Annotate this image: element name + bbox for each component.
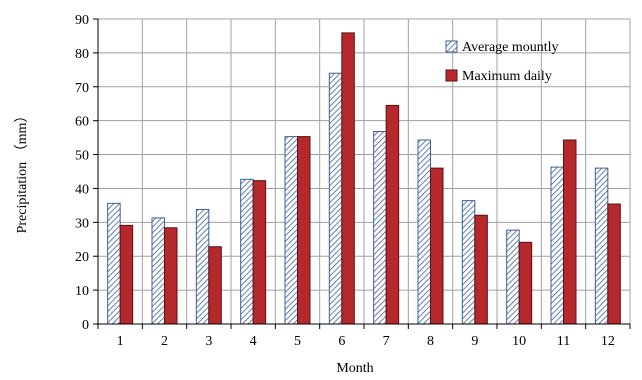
x-tick-label: 3: [205, 334, 212, 349]
bar-average-mountly: [195, 208, 210, 325]
x-tick-label: 2: [161, 334, 168, 349]
x-tick-label: 11: [557, 334, 570, 349]
bar-maximum-daily: [341, 32, 355, 325]
legend-label-maximum-daily: Maximum daily: [462, 69, 552, 84]
y-tick-label: 10: [75, 284, 89, 299]
x-tick-label: 6: [338, 334, 345, 349]
bar-average-mountly: [461, 200, 476, 325]
y-tick-label: 50: [75, 149, 89, 164]
legend-swatch-average-mountly: [445, 40, 458, 53]
bars: [107, 32, 621, 325]
y-tick-label: 70: [75, 81, 89, 96]
x-tick-label: 10: [512, 334, 526, 349]
axes: [93, 18, 631, 329]
bar-maximum-daily: [252, 180, 267, 325]
x-tick-label: 9: [471, 334, 478, 349]
bar-maximum-daily: [474, 214, 488, 325]
bar-average-mountly: [594, 167, 609, 325]
y-tick-label: 0: [82, 318, 89, 333]
bar-maximum-daily: [164, 227, 178, 325]
bar-maximum-daily: [297, 136, 311, 325]
bar-average-mountly: [328, 72, 343, 325]
bar-maximum-daily: [430, 167, 444, 325]
bar-maximum-daily: [208, 246, 222, 325]
y-tick-label: 90: [75, 13, 89, 28]
bar-average-mountly: [373, 131, 387, 325]
bar-average-mountly: [417, 139, 431, 325]
y-tick-label: 80: [75, 47, 89, 62]
x-tick-label: 1: [117, 334, 124, 349]
bar-maximum-daily: [385, 104, 400, 325]
x-axis-label: Month: [336, 361, 373, 376]
bar-average-mountly: [550, 166, 564, 325]
y-tick-label: 20: [75, 250, 89, 265]
y-tick-label: 40: [75, 182, 89, 197]
legend-swatch-maximum-daily: [445, 69, 458, 82]
bar-maximum-daily: [563, 139, 577, 325]
bar-average-mountly: [240, 178, 254, 325]
x-tick-label: 5: [294, 334, 301, 349]
bar-average-mountly: [107, 202, 121, 325]
grid-lines: [98, 18, 631, 324]
y-tick-label: 60: [75, 115, 89, 130]
bar-average-mountly: [151, 217, 165, 325]
bar-maximum-daily: [119, 224, 134, 325]
legend: Average mountly Maximum daily: [445, 40, 559, 84]
x-tick-label: 7: [383, 334, 390, 349]
x-tick-label: 8: [427, 334, 434, 349]
y-axis-label: Precipitation （mm）: [14, 109, 30, 234]
bar-maximum-daily: [518, 241, 533, 325]
bar-average-mountly: [284, 136, 298, 325]
bar-maximum-daily: [607, 203, 621, 325]
y-tick-label: 30: [75, 216, 89, 231]
x-tick-label: 4: [250, 334, 257, 349]
bar-average-mountly: [506, 229, 520, 325]
x-tick-label: 12: [601, 334, 615, 349]
legend-label-average-mountly: Average mountly: [462, 40, 559, 55]
